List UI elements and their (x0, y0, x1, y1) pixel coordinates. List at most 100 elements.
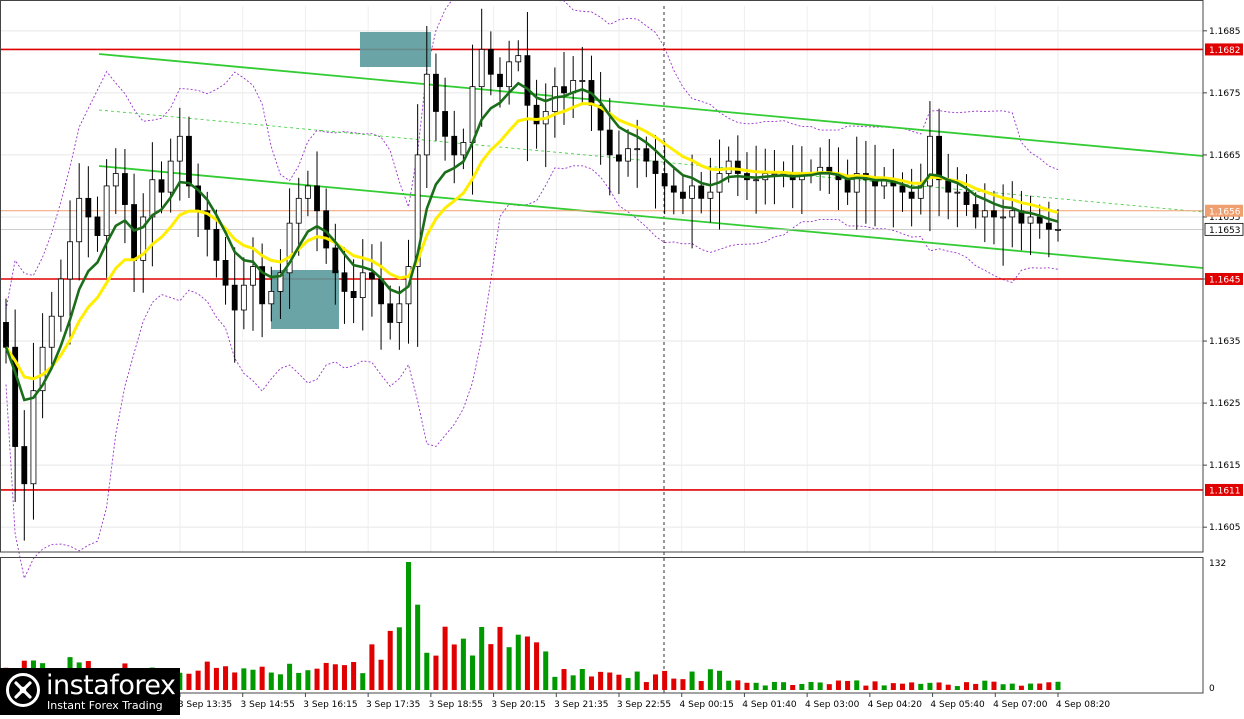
volume-bar (973, 683, 979, 690)
candle (817, 147, 824, 191)
envelope-bands (5, 0, 1059, 580)
candle-body (67, 241, 73, 280)
candle-body (122, 173, 128, 205)
candle (423, 25, 430, 189)
channel-lower-line (98, 165, 1204, 269)
candle (396, 286, 403, 350)
candle-body (533, 104, 540, 125)
candle (927, 101, 933, 232)
time-tick-label: 4 Sep 01:40 (742, 700, 797, 710)
volume-bar (835, 680, 841, 690)
current-price-label: 1.1653 (1209, 226, 1241, 236)
candle (908, 168, 915, 227)
volume-max-label: 132 (1209, 559, 1226, 569)
candle-body (634, 148, 641, 151)
volume-bar (223, 666, 229, 690)
volume-bar (890, 683, 896, 690)
candle-body (643, 148, 650, 162)
volume-bar (332, 664, 338, 690)
candle (524, 12, 531, 162)
volume-bar (899, 683, 906, 690)
candle (661, 141, 668, 215)
candle-body (414, 154, 421, 267)
candle-body (963, 191, 970, 205)
candle-body (597, 104, 604, 131)
volume-bar (259, 666, 265, 690)
candle-body (936, 135, 942, 181)
candle (85, 166, 92, 258)
volume-bar (378, 659, 384, 690)
candle (30, 342, 37, 520)
candle-body (186, 135, 192, 187)
candle-body (954, 191, 961, 194)
candle-body (1009, 210, 1016, 218)
candle (634, 119, 641, 188)
candle-body (103, 185, 110, 236)
time-tick-label: 4 Sep 05:40 (930, 700, 985, 710)
candle-body (670, 185, 677, 193)
candle (295, 177, 302, 256)
candle-body (250, 266, 256, 286)
volume-bar (771, 681, 777, 690)
volume-bar (460, 638, 466, 690)
volume-bar (232, 672, 238, 690)
volume-bar (506, 647, 512, 690)
candle-body (506, 61, 513, 88)
volume-bar (991, 681, 997, 690)
volume-bar (570, 675, 576, 690)
candle-body (167, 160, 174, 193)
candle-body (48, 315, 55, 348)
time-tick-label: 4 Sep 08:20 (1056, 700, 1111, 710)
candle-body (460, 142, 467, 156)
price-tick-label: 1.1605 (1209, 523, 1241, 533)
volume-bar (534, 642, 540, 690)
volume-bar (826, 684, 832, 690)
candle (899, 172, 906, 212)
candle-body (1000, 216, 1007, 219)
candle (433, 53, 439, 141)
candle (341, 247, 348, 324)
volume-bar (790, 684, 796, 690)
volume-bar (689, 671, 695, 690)
candle (314, 151, 320, 252)
candle (286, 188, 293, 309)
time-tick-label: 4 Sep 07:00 (993, 700, 1048, 710)
volume-bar (451, 644, 457, 690)
volume-bar (396, 627, 402, 690)
volume-bar (515, 634, 521, 690)
candle-body (680, 191, 686, 199)
candle-body (1027, 216, 1034, 224)
candle-body (433, 73, 439, 112)
candle (222, 236, 229, 305)
level-price-label: 1.1682 (1209, 46, 1241, 56)
candle (414, 104, 421, 347)
candle-body (625, 148, 631, 162)
volume-bar (863, 685, 869, 690)
volume-bar (497, 626, 503, 690)
candle-body (12, 346, 19, 447)
volume-bar (881, 685, 887, 690)
time-tick-label: 4 Sep 00:15 (680, 700, 734, 710)
candle (487, 31, 494, 96)
candle (158, 161, 165, 214)
current-price-tag (1204, 222, 1244, 236)
volume-bar (314, 668, 320, 690)
time-tick-label: 3 Sep 14:55 (241, 700, 295, 710)
candle (231, 247, 238, 363)
candle (359, 239, 366, 331)
channel-upper-line (98, 53, 1204, 157)
candle-body (213, 228, 220, 261)
volume-bar (579, 669, 585, 690)
candle (39, 313, 46, 419)
candle (734, 135, 741, 197)
candle (808, 159, 814, 184)
candle (1055, 209, 1061, 242)
candle-body (561, 86, 567, 94)
candle-body (615, 154, 622, 162)
candle (122, 149, 128, 244)
candle (497, 57, 503, 108)
time-tick-label: 3 Sep 13:35 (178, 700, 232, 710)
volume-bar (808, 681, 814, 690)
candle (176, 107, 183, 201)
